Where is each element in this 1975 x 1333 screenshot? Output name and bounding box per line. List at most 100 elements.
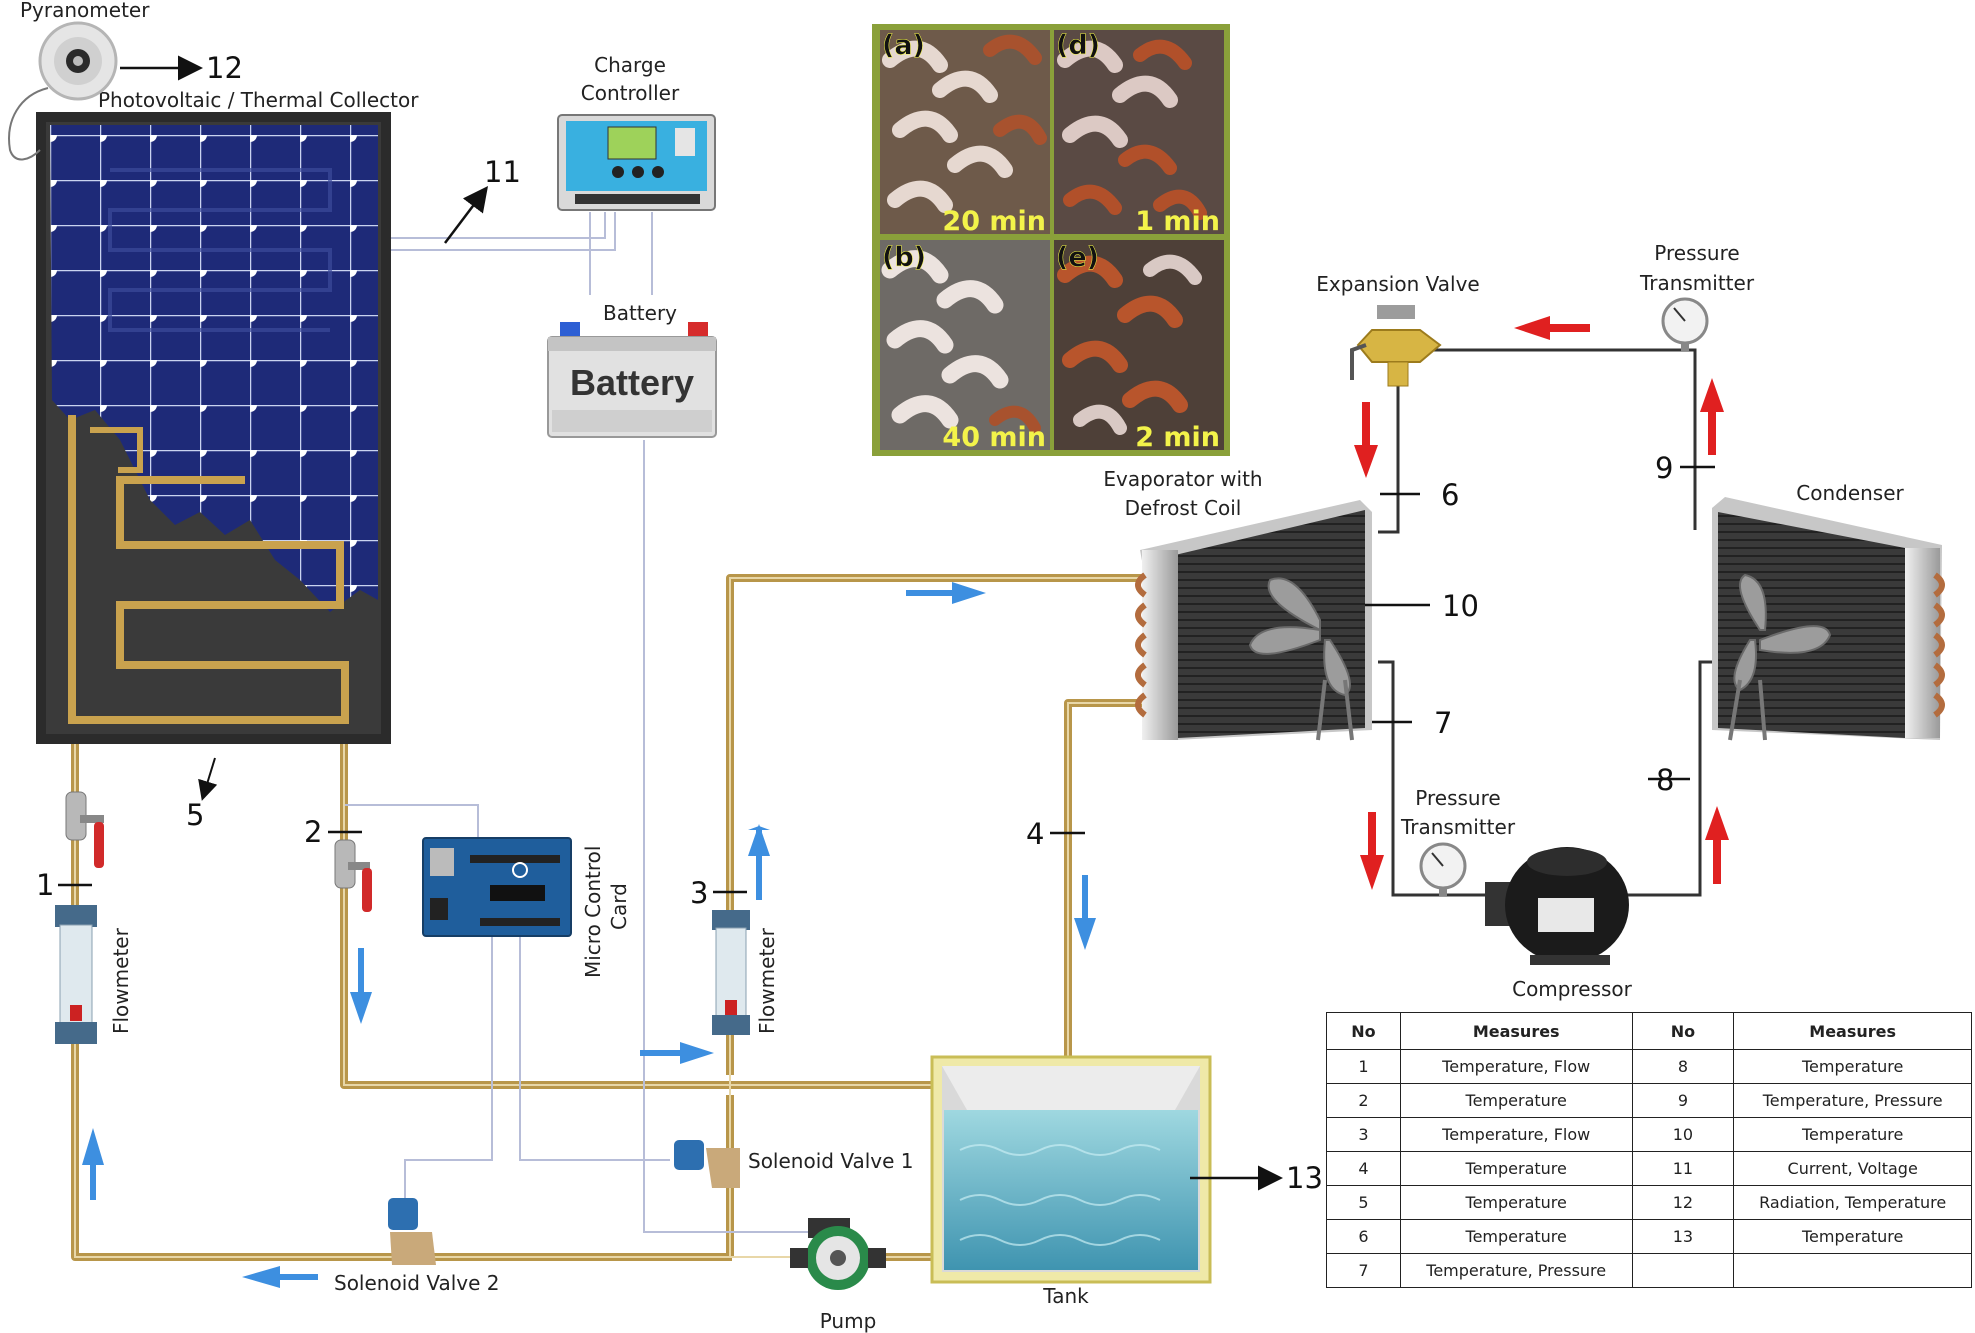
battery <box>547 322 717 438</box>
evaporator-label-1: Evaporator with <box>1103 467 1262 491</box>
measures-table: No Measures No Measures 1 Temperature, F… <box>1326 1012 1972 1288</box>
ref-arrow-left-top <box>1514 316 1590 340</box>
point-2-label: 2 <box>304 815 322 849</box>
table-cell <box>1631 1253 1735 1288</box>
point-1-label: 1 <box>36 868 54 902</box>
table-cell: 4 <box>1326 1151 1401 1186</box>
pvt-collector <box>36 112 391 744</box>
point-9-label: 9 <box>1655 451 1673 485</box>
frost-photo-b <box>880 240 1050 450</box>
collector-label: Photovoltaic / Thermal Collector <box>98 88 419 112</box>
table-cell: Temperature, Pressure <box>1733 1083 1972 1118</box>
flowmeter-mid-label: Flowmeter <box>755 927 779 1034</box>
table-cell: 1 <box>1326 1049 1401 1084</box>
header-no-2: No <box>1631 1012 1735 1050</box>
table-row: 4 Temperature 11 Current, Voltage <box>1326 1151 1972 1186</box>
charge-controller-label-1: Charge <box>594 53 666 77</box>
table-cell: 6 <box>1326 1219 1401 1254</box>
table-cell: Temperature <box>1399 1219 1633 1254</box>
table-cell: 12 <box>1631 1185 1735 1220</box>
point-4-label: 4 <box>1026 817 1044 851</box>
signal-wiring <box>345 212 822 1233</box>
table-cell: Radiation, Temperature <box>1733 1185 1972 1220</box>
photo-a-label: (a) <box>882 30 925 61</box>
table-cell: 9 <box>1631 1083 1735 1118</box>
flowmeter-mid <box>712 910 750 1035</box>
table-cell: Temperature <box>1399 1151 1633 1186</box>
flow-arrow-up-3-body <box>748 824 770 900</box>
photo-b-time: 40 min <box>942 422 1046 453</box>
flow-arrow-left-bottom <box>242 1266 318 1288</box>
expansion-valve-label: Expansion Valve <box>1316 272 1479 296</box>
measurement-ticks <box>58 465 1715 894</box>
battery-case-text: Battery <box>570 362 694 403</box>
flow-arrow-right-mid <box>640 1042 714 1064</box>
table-cell: Temperature <box>1733 1117 1972 1152</box>
water-flow-arrows <box>82 582 1096 1288</box>
pressure-transmitter-top-label-1: Pressure <box>1654 241 1739 265</box>
refrigerant-flow-arrows <box>1354 316 1729 890</box>
frost-photo-grid: (a) 20 min (d) 1 min (b) 40 min (e) 2 mi… <box>872 24 1230 456</box>
ball-valve-2 <box>334 839 372 912</box>
battery-label: Battery <box>603 301 677 325</box>
table-cell: 8 <box>1631 1049 1735 1084</box>
tank <box>930 1055 1212 1284</box>
pressure-transmitter-top-label-2: Transmitter <box>1639 271 1755 295</box>
table-cell <box>1733 1253 1972 1288</box>
expansion-valve <box>1350 305 1442 387</box>
point-13-label: 13 <box>1286 1161 1323 1195</box>
table-cell: 5 <box>1326 1185 1401 1220</box>
photo-d-label: (d) <box>1056 30 1100 61</box>
table-cell: Temperature, Flow <box>1399 1117 1633 1152</box>
photo-b-label: (b) <box>882 242 926 273</box>
header-measures-1: Measures <box>1399 1012 1633 1050</box>
header-measures-2: Measures <box>1733 1012 1972 1050</box>
solenoid-valve-1-label: Solenoid Valve 1 <box>748 1149 913 1173</box>
point-3-label: 3 <box>690 876 708 910</box>
flow-arrow-down-2 <box>350 948 372 1024</box>
condenser-label: Condenser <box>1796 481 1904 505</box>
pyranometer-label: Pyranometer <box>20 0 150 22</box>
point-7-label: 7 <box>1434 706 1452 740</box>
charge-controller-label-2: Controller <box>581 81 680 105</box>
compressor-label: Compressor <box>1512 977 1633 1001</box>
photo-e-label: (e) <box>1056 242 1099 273</box>
table-row: 2 Temperature 9 Temperature, Pressure <box>1326 1083 1972 1118</box>
pump <box>790 1218 886 1290</box>
pressure-transmitter-bottom-label-1: Pressure <box>1415 786 1500 810</box>
flowmeter-left-label: Flowmeter <box>109 927 133 1034</box>
table-row: 1 Temperature, Flow 8 Temperature <box>1326 1049 1972 1084</box>
solenoid-valve-1 <box>674 1140 740 1188</box>
point-8-label: 8 <box>1656 763 1674 797</box>
pressure-transmitter-top <box>1661 297 1709 351</box>
table-cell: Current, Voltage <box>1733 1151 1972 1186</box>
table-cell: 2 <box>1326 1083 1401 1118</box>
flowmeter-left <box>55 905 97 1044</box>
ball-valve-1 <box>65 791 104 868</box>
ref-arrow-down-7 <box>1360 812 1384 890</box>
table-row: 6 Temperature 13 Temperature <box>1326 1219 1972 1254</box>
table-cell: Temperature <box>1733 1219 1972 1254</box>
micro-control-card <box>422 837 572 937</box>
frost-photo-d <box>1054 30 1224 234</box>
pump-label: Pump <box>820 1309 877 1333</box>
solenoid-valve-2 <box>388 1198 436 1265</box>
table-cell: 3 <box>1326 1117 1401 1152</box>
pressure-transmitter-bottom <box>1419 842 1467 896</box>
frost-photo-e <box>1054 240 1224 450</box>
point-6-label: 6 <box>1441 478 1459 512</box>
evaporator-label-2: Defrost Coil <box>1125 496 1242 520</box>
table-cell: Temperature <box>1399 1083 1633 1118</box>
table-cell: 13 <box>1631 1219 1735 1254</box>
compressor <box>1485 847 1629 965</box>
flow-arrow-up-left <box>82 1128 104 1200</box>
table-cell: 11 <box>1631 1151 1735 1186</box>
flow-arrow-right-top <box>906 582 986 604</box>
solenoid-valve-2-label: Solenoid Valve 2 <box>334 1271 499 1295</box>
charge-controller <box>557 114 716 211</box>
table-cell: Temperature, Pressure <box>1399 1253 1633 1288</box>
condenser <box>1712 497 1945 741</box>
micro-control-label-2: Card <box>607 883 631 930</box>
refrigerant-loop <box>1378 348 1712 897</box>
